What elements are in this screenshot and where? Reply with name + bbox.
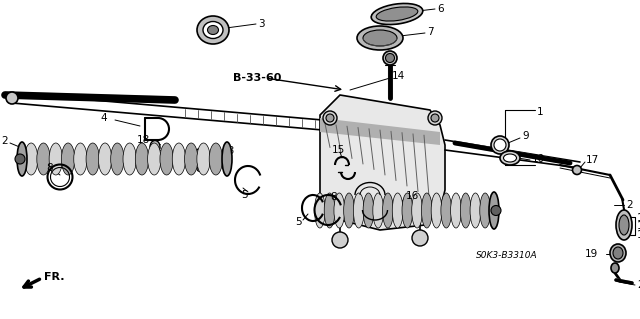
Ellipse shape <box>619 215 629 235</box>
Ellipse shape <box>123 143 136 175</box>
Text: 2: 2 <box>2 136 8 146</box>
Text: 9: 9 <box>522 131 529 141</box>
Polygon shape <box>320 95 445 230</box>
Ellipse shape <box>197 16 229 44</box>
Ellipse shape <box>314 193 325 228</box>
Ellipse shape <box>480 193 490 228</box>
Ellipse shape <box>383 51 397 65</box>
Ellipse shape <box>402 193 413 228</box>
Ellipse shape <box>412 193 422 228</box>
Ellipse shape <box>363 30 397 46</box>
Ellipse shape <box>494 139 506 151</box>
Text: 13: 13 <box>637 221 640 231</box>
Text: 8: 8 <box>330 192 337 202</box>
Ellipse shape <box>24 143 38 175</box>
Text: 3: 3 <box>258 19 264 29</box>
Ellipse shape <box>184 143 198 175</box>
Ellipse shape <box>504 154 516 162</box>
Text: 1: 1 <box>537 107 543 117</box>
Text: 4: 4 <box>100 113 107 123</box>
Ellipse shape <box>148 143 161 175</box>
Ellipse shape <box>353 193 364 228</box>
Ellipse shape <box>470 193 481 228</box>
Ellipse shape <box>373 193 383 228</box>
Ellipse shape <box>222 142 232 176</box>
Ellipse shape <box>392 193 403 228</box>
Text: 8: 8 <box>47 163 53 173</box>
Ellipse shape <box>371 4 423 25</box>
Text: FR.: FR. <box>44 272 65 282</box>
Ellipse shape <box>99 143 112 175</box>
Ellipse shape <box>6 92 18 104</box>
Text: 10: 10 <box>532 154 545 164</box>
Circle shape <box>491 205 501 216</box>
Circle shape <box>326 114 334 122</box>
Text: 18: 18 <box>222 146 236 156</box>
Ellipse shape <box>616 210 632 240</box>
Text: 17: 17 <box>586 155 599 165</box>
Text: 18: 18 <box>137 135 150 145</box>
Circle shape <box>15 154 25 164</box>
Ellipse shape <box>86 143 99 175</box>
Ellipse shape <box>363 193 374 228</box>
Text: 11: 11 <box>637 213 640 223</box>
Text: B-33-60: B-33-60 <box>233 73 282 83</box>
Ellipse shape <box>197 143 210 175</box>
Ellipse shape <box>160 143 173 175</box>
Ellipse shape <box>49 143 63 175</box>
Text: 5: 5 <box>242 190 248 200</box>
Text: 15: 15 <box>332 145 344 155</box>
Text: 20: 20 <box>637 280 640 290</box>
Circle shape <box>428 111 442 125</box>
Text: 2: 2 <box>626 200 632 210</box>
Ellipse shape <box>17 142 27 176</box>
Text: 6: 6 <box>437 4 444 14</box>
Ellipse shape <box>376 7 418 21</box>
Ellipse shape <box>37 143 50 175</box>
Ellipse shape <box>385 54 394 63</box>
Text: S0K3-B3310A: S0K3-B3310A <box>476 251 538 261</box>
Ellipse shape <box>489 192 499 229</box>
Ellipse shape <box>172 143 186 175</box>
Ellipse shape <box>197 167 203 172</box>
Ellipse shape <box>324 193 335 228</box>
Ellipse shape <box>451 193 461 228</box>
Ellipse shape <box>209 143 223 175</box>
Ellipse shape <box>74 143 87 175</box>
Text: 7: 7 <box>427 27 434 37</box>
Text: 19: 19 <box>585 249 598 259</box>
Text: 16: 16 <box>406 191 419 201</box>
Ellipse shape <box>357 26 403 50</box>
Ellipse shape <box>111 143 124 175</box>
Text: 5: 5 <box>294 217 301 227</box>
Ellipse shape <box>610 244 626 262</box>
Text: 12: 12 <box>637 230 640 240</box>
Ellipse shape <box>491 136 509 154</box>
Ellipse shape <box>431 193 442 228</box>
Circle shape <box>431 114 439 122</box>
Ellipse shape <box>150 140 160 153</box>
Ellipse shape <box>573 166 582 174</box>
Ellipse shape <box>500 151 520 165</box>
Ellipse shape <box>460 193 471 228</box>
Ellipse shape <box>422 193 432 228</box>
Ellipse shape <box>135 143 148 175</box>
Ellipse shape <box>61 143 75 175</box>
Ellipse shape <box>441 193 452 228</box>
Ellipse shape <box>611 263 619 273</box>
Ellipse shape <box>152 159 158 164</box>
Circle shape <box>332 232 348 248</box>
Ellipse shape <box>334 193 345 228</box>
Ellipse shape <box>203 21 223 39</box>
Ellipse shape <box>613 247 623 259</box>
Ellipse shape <box>195 149 205 161</box>
Ellipse shape <box>383 193 393 228</box>
Circle shape <box>412 230 428 246</box>
Ellipse shape <box>207 26 218 34</box>
Circle shape <box>323 111 337 125</box>
Text: 14: 14 <box>392 71 405 81</box>
Polygon shape <box>320 118 440 145</box>
Ellipse shape <box>344 193 355 228</box>
